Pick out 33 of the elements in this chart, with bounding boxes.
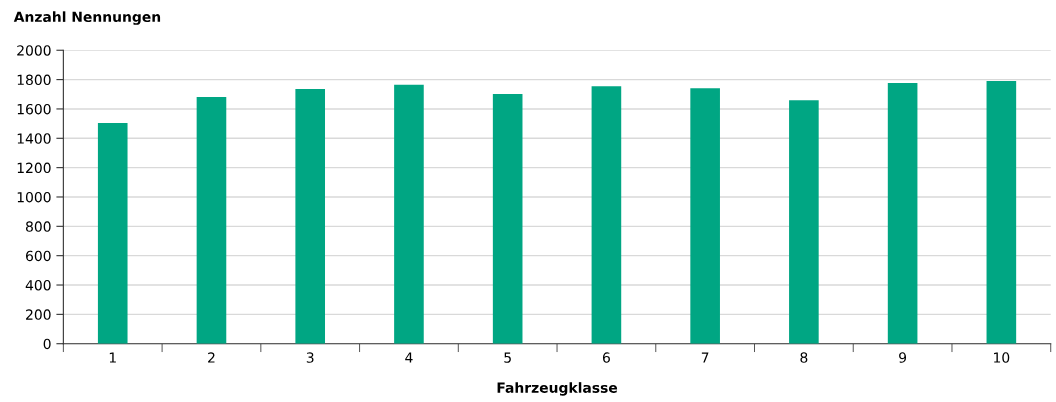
x-tick-label: 7 (701, 352, 709, 363)
x-tick-label: 4 (405, 352, 413, 363)
x-tick-label: 5 (504, 352, 511, 363)
y-tick-label: 1200 (17, 162, 51, 174)
bar (986, 80, 1017, 344)
bar (789, 100, 819, 344)
y-tick-label: 600 (26, 250, 51, 262)
y-tick-label: 800 (25, 221, 51, 232)
x-tick-label: 2 (208, 352, 215, 363)
bar (591, 86, 622, 344)
bar (690, 88, 720, 344)
y-tick-label: 1800 (17, 74, 51, 86)
bar (887, 83, 918, 344)
y-tick-label: 2000 (17, 45, 51, 56)
y-tick-label: 1000 (17, 191, 51, 203)
y-axis-title: Anzahl Nennungen (13, 11, 161, 25)
bar (295, 88, 326, 344)
y-tick-label: 1600 (17, 103, 51, 115)
y-tick-label: 0 (43, 338, 51, 350)
x-axis-title: Fahrzeugklasse (497, 382, 618, 396)
bar (196, 96, 227, 344)
x-tick-label: 9 (899, 352, 907, 363)
y-tick-label: 1400 (17, 133, 51, 144)
x-tick-label: 8 (800, 352, 808, 363)
x-tick-label: 3 (306, 352, 314, 363)
x-tick-label: 6 (602, 352, 610, 363)
x-tick-label: 1 (109, 352, 116, 363)
bar (97, 122, 128, 344)
y-tick-label: 400 (25, 279, 51, 291)
bar (394, 84, 424, 344)
y-tick-label: 200 (26, 309, 51, 320)
x-tick-label: 10 (994, 352, 1010, 363)
bar (492, 94, 523, 344)
